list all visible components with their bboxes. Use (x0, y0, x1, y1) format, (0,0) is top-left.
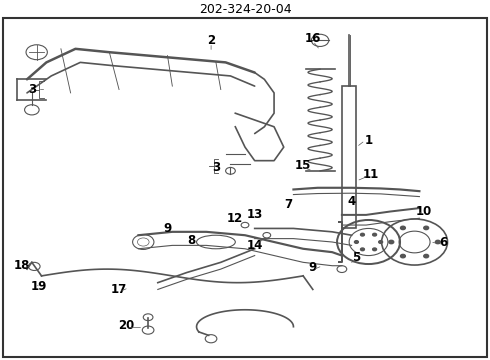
Text: 9: 9 (309, 261, 317, 274)
Text: 16: 16 (305, 32, 321, 45)
Text: 5: 5 (352, 251, 361, 264)
Circle shape (424, 255, 429, 258)
Bar (342, 86, 356, 229)
Text: 15: 15 (295, 159, 311, 172)
Circle shape (379, 240, 383, 243)
Circle shape (389, 240, 394, 244)
Text: 11: 11 (363, 168, 379, 181)
Title: 202-324-20-04: 202-324-20-04 (198, 3, 292, 16)
Circle shape (400, 226, 405, 230)
Text: 10: 10 (416, 205, 432, 218)
Text: 7: 7 (285, 198, 293, 211)
Circle shape (373, 248, 376, 251)
Circle shape (424, 226, 429, 230)
Circle shape (354, 240, 358, 243)
Circle shape (436, 240, 440, 244)
Text: 3: 3 (28, 83, 36, 96)
Circle shape (400, 255, 405, 258)
Text: 17: 17 (111, 283, 127, 296)
Text: 3: 3 (212, 161, 220, 174)
Circle shape (361, 248, 365, 251)
Text: 19: 19 (31, 280, 48, 293)
Text: 20: 20 (118, 319, 134, 332)
Text: 18: 18 (14, 259, 30, 272)
Circle shape (361, 233, 365, 236)
Text: 8: 8 (188, 234, 196, 247)
Text: 9: 9 (163, 222, 172, 235)
Circle shape (373, 233, 376, 236)
Text: 13: 13 (246, 208, 263, 221)
Text: 4: 4 (347, 195, 356, 208)
Text: 1: 1 (365, 134, 372, 147)
Text: 6: 6 (440, 235, 448, 248)
Text: 12: 12 (227, 212, 244, 225)
Text: 2: 2 (207, 34, 215, 47)
Text: 14: 14 (246, 239, 263, 252)
